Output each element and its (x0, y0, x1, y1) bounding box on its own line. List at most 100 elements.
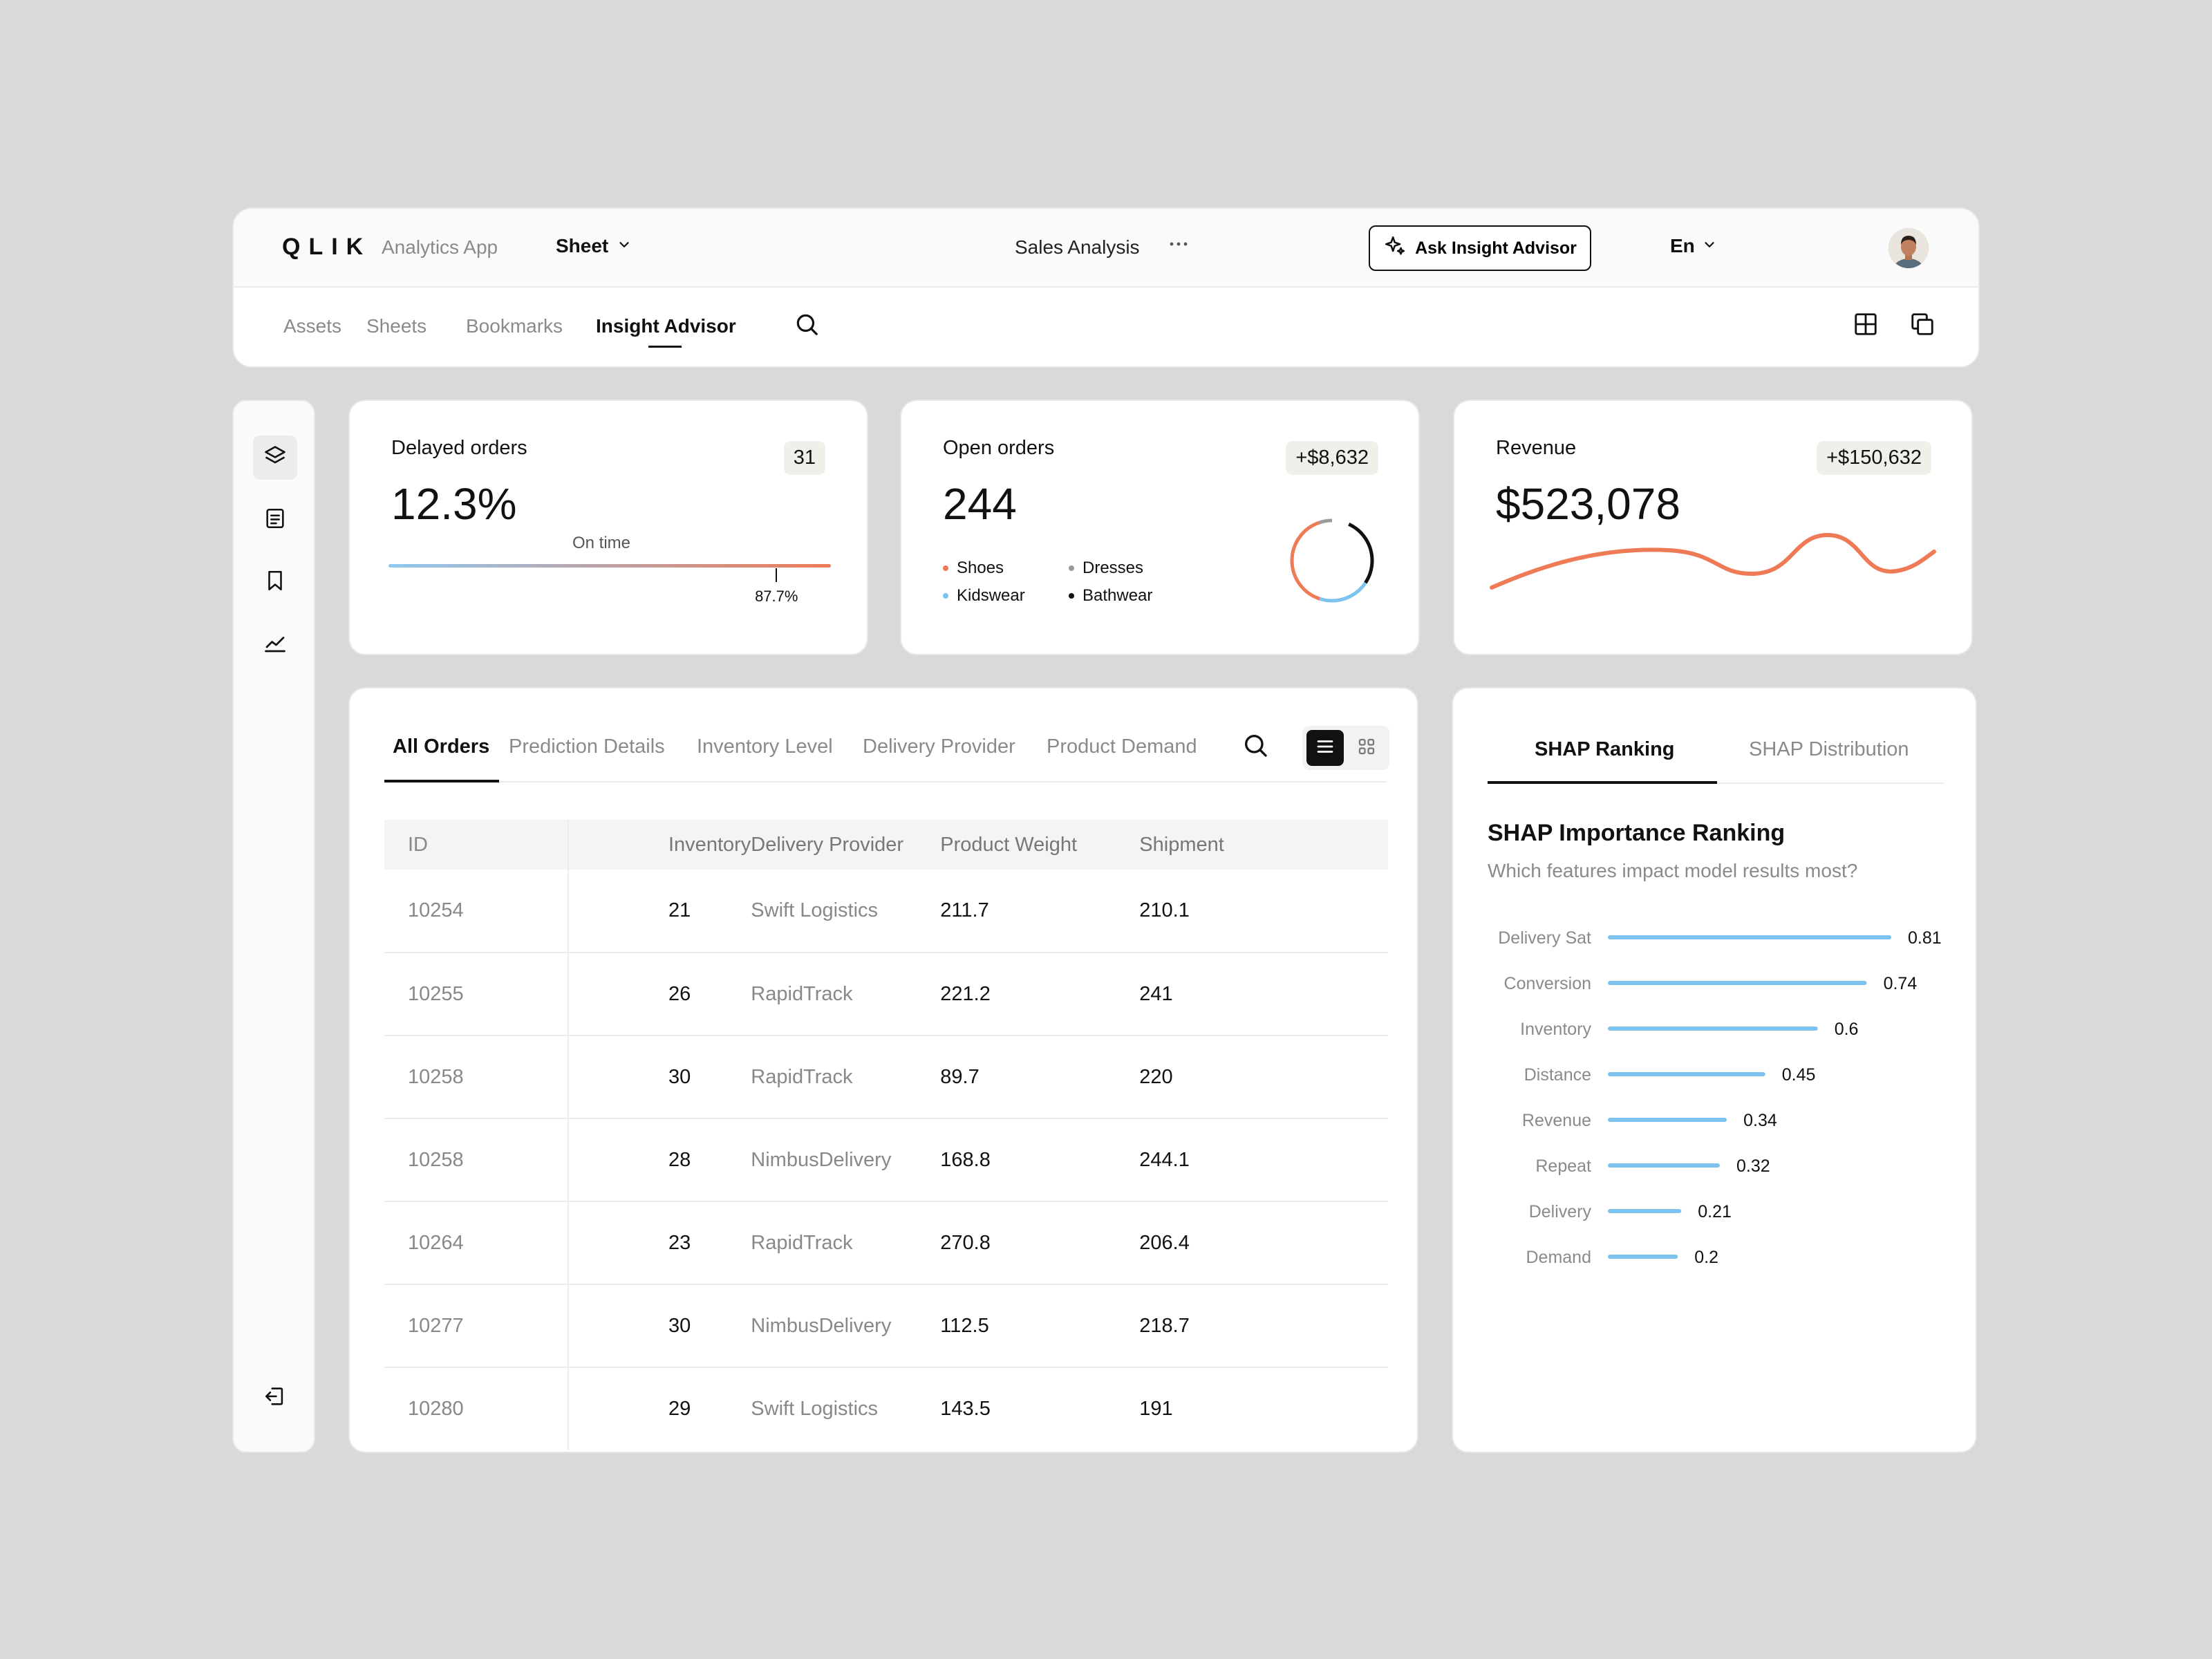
grid-view-button[interactable] (1348, 730, 1385, 766)
column-header-inventory[interactable]: Inventory (568, 820, 751, 870)
user-avatar[interactable] (1888, 228, 1929, 268)
bar[interactable] (1608, 1209, 1682, 1213)
bar[interactable] (1608, 981, 1867, 985)
language-selector[interactable]: En (1670, 235, 1717, 257)
cell-product-weight: 168.8 (940, 1118, 1140, 1202)
tab-prediction-details[interactable]: Prediction Details (509, 735, 665, 758)
search-icon[interactable] (791, 308, 823, 340)
bar[interactable] (1608, 1118, 1727, 1122)
cell-delivery-provider: RapidTrack (751, 953, 941, 1036)
bar-category-label: Inventory (1520, 1020, 1591, 1039)
delayed-orders-title: Delayed orders (391, 437, 527, 459)
cell-delivery-provider: Swift Logistics (751, 1398, 879, 1420)
sidebar-item-documents[interactable] (253, 498, 297, 542)
nav-tab-insight-advisor[interactable]: Insight Advisor (596, 315, 736, 337)
tab-inventory-level[interactable]: Inventory Level (697, 735, 833, 758)
revenue-badge: +$150,632 (1817, 441, 1931, 475)
cell-id: 10277 (384, 1284, 569, 1368)
app-logo[interactable]: QLIK (282, 234, 372, 260)
table-row[interactable]: 10280 29 Swift Logistics 143.5 191 (384, 1367, 1388, 1450)
cell-shipment: 218.7 (1139, 1284, 1388, 1368)
bar[interactable] (1608, 1255, 1678, 1259)
grid-layout-icon[interactable] (1850, 308, 1882, 340)
table-row[interactable]: 10258 28 NimbusDelivery 168.8 244.1 (384, 1118, 1388, 1202)
logout-icon (263, 1385, 287, 1412)
tab-all-orders[interactable]: All Orders (393, 735, 490, 758)
chart-line-icon (263, 630, 288, 659)
header-top-row: QLIK Analytics App Sheet Sales Analysis … (234, 209, 1978, 288)
grid-icon (1356, 736, 1377, 760)
revenue-card[interactable]: Revenue $523,078 +$150,632 (1453, 400, 1973, 655)
tab-shap-distribution[interactable]: SHAP Distribution (1749, 738, 1909, 760)
bar[interactable] (1608, 1163, 1720, 1168)
tab-product-demand[interactable]: Product Demand (1047, 735, 1197, 758)
sidebar-item-logout[interactable] (253, 1376, 297, 1420)
legend-label: Dresses (1082, 559, 1144, 577)
list-view-button[interactable] (1306, 730, 1344, 766)
sidebar-item-analytics[interactable] (253, 622, 297, 666)
cell-delivery-provider: RapidTrack (751, 1201, 941, 1285)
nav-tab-bookmarks[interactable]: Bookmarks (466, 315, 563, 337)
column-header-shipment[interactable]: Shipment (1139, 820, 1388, 870)
cell-inventory: 23 (568, 1201, 751, 1285)
legend-label: Bathwear (1082, 586, 1153, 605)
bar-category-label: Conversion (1504, 974, 1591, 993)
table-row[interactable]: 10254 21 Swift Logistics 211.7 210.1 (384, 870, 1388, 953)
legend-dot (1069, 593, 1074, 599)
sidebar (232, 400, 315, 1453)
active-tab-indicator (1488, 781, 1717, 784)
more-options-icon[interactable] (1168, 234, 1189, 260)
cell-inventory: 29 (668, 1398, 691, 1420)
ask-insight-advisor-button[interactable]: Ask Insight Advisor (1369, 225, 1591, 271)
chevron-down-icon (1702, 235, 1717, 257)
bar[interactable] (1608, 1072, 1765, 1076)
column-header-id[interactable]: ID (384, 820, 569, 870)
open-orders-title: Open orders (943, 437, 1055, 459)
page-title: Sales Analysis (1015, 236, 1140, 258)
bar[interactable] (1608, 935, 1891, 939)
duplicate-icon[interactable] (1906, 308, 1938, 340)
legend-label: Shoes (957, 559, 1004, 577)
bookmark-icon (263, 569, 287, 596)
cell-shipment: 244.1 (1139, 1118, 1388, 1202)
header-nav-row: Assets Sheets Bookmarks Insight Advisor (234, 288, 1978, 366)
sidebar-item-bookmarks[interactable] (253, 560, 297, 604)
on-time-marker (776, 568, 778, 582)
legend-label: Kidswear (957, 586, 1025, 605)
cell-delivery-provider: Swift Logistics (751, 870, 941, 953)
cell-inventory: 30 (568, 1284, 751, 1368)
legend-item-bathwear: Bathwear (1069, 586, 1152, 606)
on-time-label: On time (572, 534, 631, 552)
search-icon[interactable] (1241, 731, 1269, 762)
tab-delivery-provider[interactable]: Delivery Provider (863, 735, 1015, 758)
open-orders-badge: +$8,632 (1286, 441, 1378, 475)
bar[interactable] (1608, 1027, 1818, 1031)
nav-tab-sheets[interactable]: Sheets (366, 315, 427, 337)
cell-inventory: 21 (568, 870, 751, 953)
revenue-sparkline (1490, 532, 1936, 590)
cell-inventory: 30 (568, 1035, 751, 1119)
tab-shap-ranking[interactable]: SHAP Ranking (1535, 738, 1675, 760)
sidebar-item-layers[interactable] (253, 435, 297, 480)
cell-shipment: 241 (1139, 953, 1388, 1036)
tabs-divider (384, 781, 1387, 782)
view-toggle (1302, 726, 1389, 770)
sparkle-icon (1383, 234, 1407, 263)
open-orders-card[interactable]: Open orders 244 +$8,632 Shoes Dresses Ki… (900, 400, 1420, 655)
table-row[interactable]: 10255 26 RapidTrack 221.2 241 (384, 953, 1388, 1036)
nav-tab-assets[interactable]: Assets (283, 315, 342, 337)
bar-category-label: Delivery (1529, 1202, 1592, 1221)
table-row[interactable]: 10258 30 RapidTrack 89.7 220 (384, 1035, 1388, 1119)
cell-delivery-provider: NimbusDelivery (751, 1284, 941, 1368)
document-icon (263, 507, 287, 534)
sheet-dropdown-label: Sheet (556, 235, 609, 256)
delayed-orders-card[interactable]: Delayed orders 12.3% 31 On time 87.7% (348, 400, 868, 655)
ask-insight-advisor-label: Ask Insight Advisor (1415, 238, 1577, 258)
column-header-delivery-provider[interactable]: Delivery Provider (751, 820, 941, 870)
bar-category-label: Revenue (1522, 1111, 1591, 1130)
table-row[interactable]: 10277 30 NimbusDelivery 112.5 218.7 (384, 1284, 1388, 1368)
column-header-product-weight[interactable]: Product Weight (940, 820, 1140, 870)
sheet-dropdown[interactable]: Sheet (556, 235, 632, 257)
bar-category-label: Demand (1526, 1248, 1592, 1267)
table-row[interactable]: 10264 23 RapidTrack 270.8 206.4 (384, 1201, 1388, 1285)
